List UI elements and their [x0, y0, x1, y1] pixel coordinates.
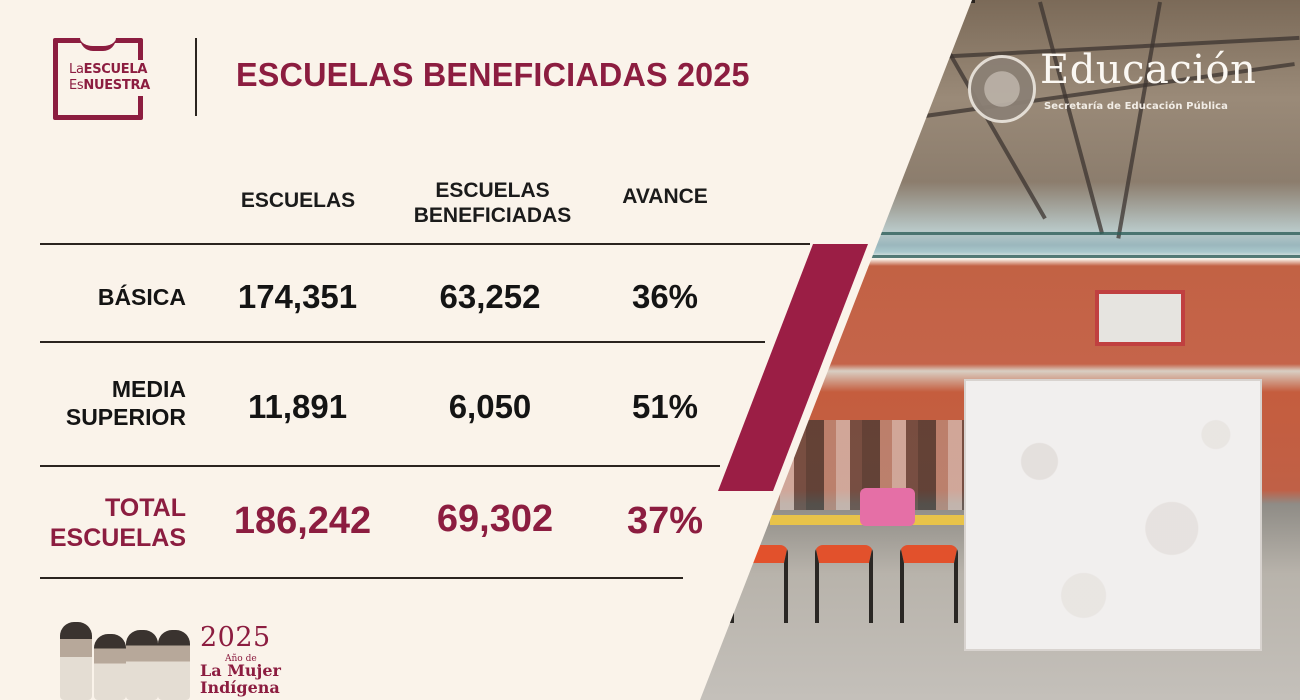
- basketball-hoop: [1095, 290, 1185, 346]
- la-escuela-es-nuestra-logo: LaESCUELA EsNUESTRA: [53, 38, 152, 120]
- commemorative-year: 2025: [200, 622, 271, 653]
- pink-bag: [860, 488, 915, 526]
- media-superior-beneficiadas: 6,050: [448, 388, 532, 425]
- header-divider: [195, 38, 197, 116]
- column-header-avance: AVANCE: [622, 185, 708, 208]
- page-title: ESCUELAS BENEFICIADAS 2025: [236, 56, 750, 93]
- mexico-coat-of-arms-icon: [968, 55, 1036, 123]
- basica-avance: 36%: [631, 278, 699, 315]
- agency-name: Educación: [1040, 47, 1257, 93]
- logo-text: LaESCUELA EsNUESTRA: [67, 60, 152, 96]
- basica-beneficiadas: 63,252: [439, 278, 541, 315]
- row-label-total: TOTAL ESCUELAS: [49, 494, 186, 552]
- total-beneficiadas: 69,302: [436, 498, 554, 540]
- chair: [900, 545, 958, 623]
- table-rule: [40, 577, 683, 579]
- year-caption: Año de: [225, 654, 257, 664]
- row-label-basica: BÁSICA: [97, 284, 186, 310]
- ornamental-placeholder-panel: [964, 379, 1262, 651]
- table-rule: [40, 465, 720, 467]
- column-header-escuelas: ESCUELAS: [240, 189, 356, 212]
- basica-escuelas: 174,351: [237, 278, 358, 315]
- table-rule: [40, 341, 765, 343]
- media-superior-avance: 51%: [631, 388, 699, 425]
- indigenous-women-illustration: [60, 620, 192, 700]
- row-label-media-superior: MEDIA SUPERIOR: [65, 376, 186, 430]
- column-header-beneficiadas: ESCUELAS BENEFICIADAS: [413, 179, 572, 227]
- table-rule: [40, 243, 810, 245]
- chair: [815, 545, 873, 623]
- year-theme: La Mujer Indígena: [200, 661, 281, 697]
- total-escuelas: 186,242: [233, 500, 372, 542]
- agency-subtitle: Secretaría de Educación Pública: [1044, 101, 1229, 112]
- media-superior-escuelas: 11,891: [247, 388, 348, 425]
- total-avance: 37%: [626, 500, 704, 542]
